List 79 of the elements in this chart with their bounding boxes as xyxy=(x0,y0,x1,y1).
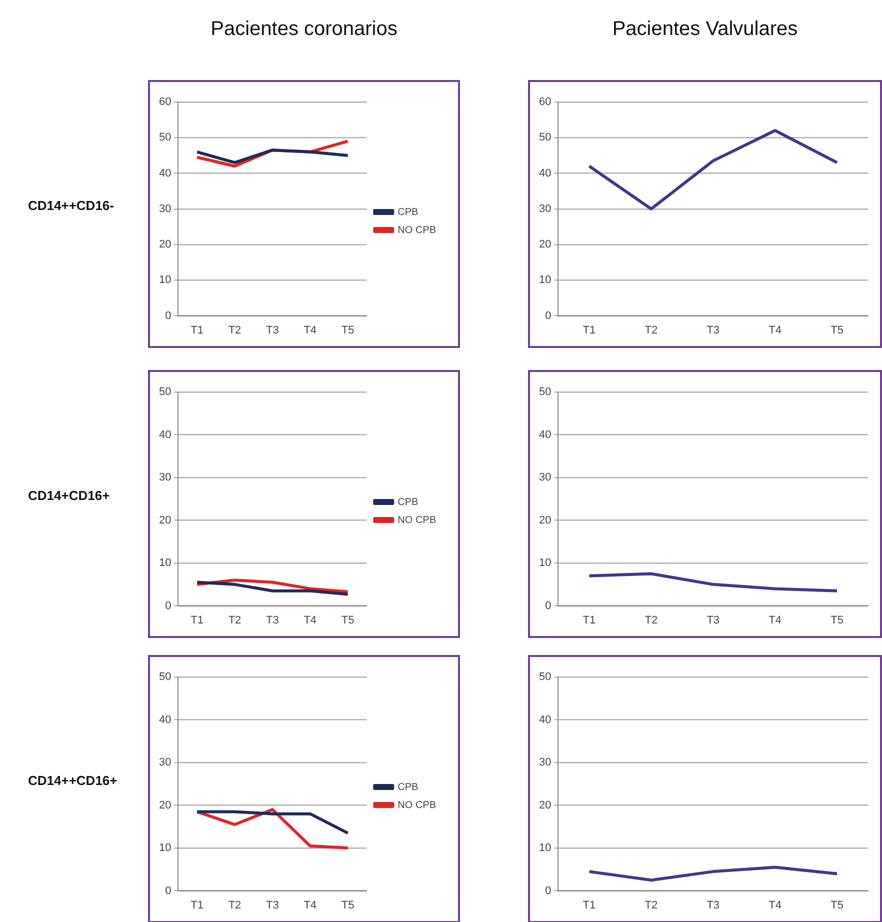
x-tick-label: T2 xyxy=(228,614,242,626)
y-tick-label: 0 xyxy=(165,884,172,897)
y-tick-label: 10 xyxy=(158,842,172,854)
y-tick-label: 50 xyxy=(158,132,172,144)
y-tick-label: 10 xyxy=(538,842,552,854)
y-axis-title: CD14++CD16- xyxy=(28,198,114,213)
y-tick-label: 30 xyxy=(538,756,552,769)
x-tick-label: T5 xyxy=(341,899,354,912)
y-tick-label: 40 xyxy=(538,428,552,441)
x-tick-label: T4 xyxy=(768,324,782,336)
y-tick-label: 30 xyxy=(538,202,552,215)
y-tick-label: 60 xyxy=(158,96,172,108)
y-tick-label: 50 xyxy=(158,671,172,684)
y-tick-label: 40 xyxy=(158,167,172,180)
x-tick-label: T5 xyxy=(830,899,844,912)
x-tick-label: T2 xyxy=(644,614,658,626)
legend-label: NO CPB xyxy=(398,514,436,526)
chart-title: Pacientes coronarios xyxy=(210,18,398,41)
y-tick-label: 10 xyxy=(538,274,552,286)
x-tick-label: T1 xyxy=(190,324,204,336)
y-tick-label: 20 xyxy=(538,799,552,812)
y-tick-label: 50 xyxy=(538,132,552,144)
y-tick-label: 40 xyxy=(538,714,552,726)
y-tick-label: 0 xyxy=(545,884,552,897)
x-tick-label: T4 xyxy=(304,899,317,912)
x-tick-label: T5 xyxy=(830,324,844,336)
x-tick-label: T3 xyxy=(706,324,720,336)
y-tick-label: 0 xyxy=(545,600,552,612)
x-tick-label: T3 xyxy=(266,324,279,336)
x-tick-label: T5 xyxy=(341,614,354,626)
y-tick-label: 50 xyxy=(158,386,172,398)
legend-label: NO CPB xyxy=(398,224,436,236)
y-tick-label: 40 xyxy=(158,428,172,441)
y-axis-title: CD14++CD16+ xyxy=(28,773,118,788)
x-tick-label: T2 xyxy=(644,324,658,336)
x-tick-label: T2 xyxy=(228,324,242,336)
legend-label: CPB xyxy=(398,496,419,508)
y-tick-label: 20 xyxy=(158,799,172,812)
y-tick-label: 30 xyxy=(158,202,172,215)
x-tick-label: T4 xyxy=(768,899,782,912)
x-tick-label: T1 xyxy=(582,899,596,912)
y-tick-label: 60 xyxy=(538,96,552,108)
y-tick-label: 50 xyxy=(538,671,552,684)
x-tick-label: T3 xyxy=(706,614,720,626)
x-tick-label: T1 xyxy=(582,614,596,626)
x-tick-label: T5 xyxy=(341,324,354,336)
y-tick-label: 0 xyxy=(165,600,172,612)
y-tick-label: 20 xyxy=(538,238,552,251)
y-tick-label: 20 xyxy=(538,514,552,526)
y-tick-label: 50 xyxy=(538,386,552,398)
y-tick-label: 0 xyxy=(545,310,552,322)
x-tick-label: T2 xyxy=(644,899,658,912)
legend-label: CPB xyxy=(398,206,419,218)
y-tick-label: 40 xyxy=(538,167,552,180)
x-tick-label: T1 xyxy=(582,324,596,336)
x-tick-label: T3 xyxy=(706,899,720,912)
x-tick-label: T3 xyxy=(266,614,279,626)
y-tick-label: 20 xyxy=(158,514,172,526)
legend-label: CPB xyxy=(398,782,419,793)
y-tick-label: 10 xyxy=(538,557,552,570)
x-tick-label: T1 xyxy=(190,899,204,912)
x-tick-label: T3 xyxy=(266,899,279,912)
y-tick-label: 30 xyxy=(158,472,172,484)
y-tick-label: 20 xyxy=(158,238,172,251)
chart-title: Pacientes Valvulares xyxy=(611,18,799,41)
y-axis-title: CD14+CD16+ xyxy=(28,488,110,503)
x-tick-label: T1 xyxy=(190,614,204,626)
y-tick-label: 10 xyxy=(158,557,172,570)
y-tick-label: 40 xyxy=(158,714,172,726)
y-tick-label: 10 xyxy=(158,274,172,286)
x-tick-label: T2 xyxy=(228,899,242,912)
legend-label: NO CPB xyxy=(398,800,436,811)
y-tick-label: 30 xyxy=(538,472,552,484)
x-tick-label: T4 xyxy=(768,614,782,626)
x-tick-label: T4 xyxy=(304,324,317,336)
y-tick-label: 0 xyxy=(165,310,172,322)
x-tick-label: T4 xyxy=(304,614,317,626)
x-tick-label: T5 xyxy=(830,614,844,626)
y-tick-label: 30 xyxy=(158,756,172,769)
